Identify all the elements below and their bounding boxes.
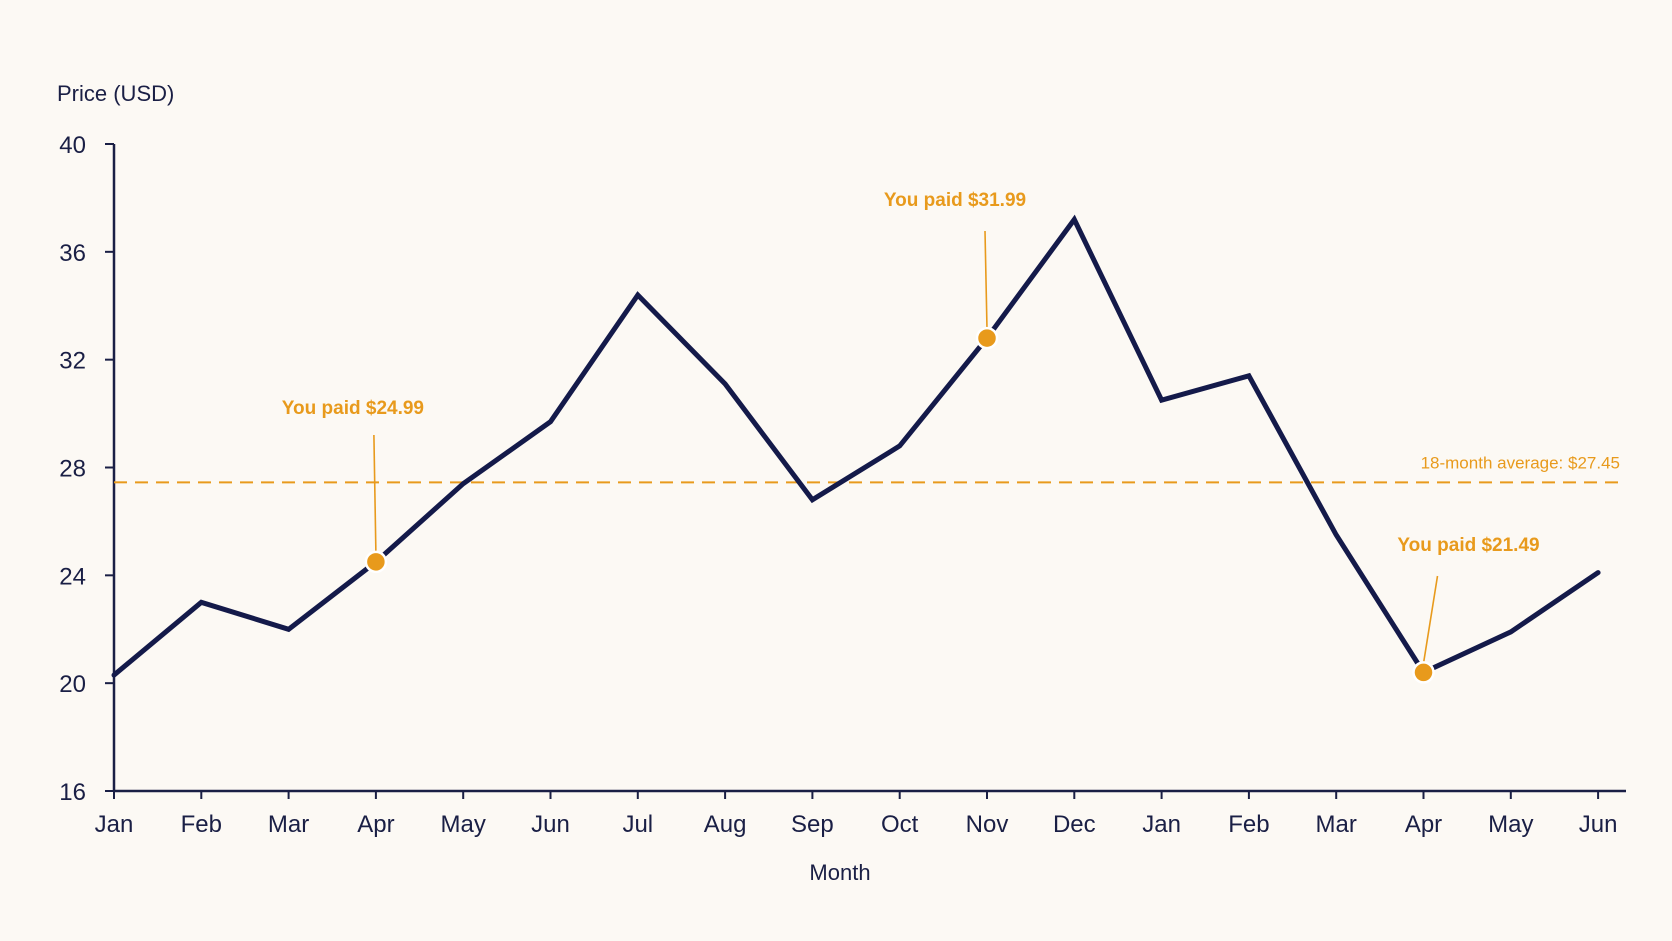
x-axis-label: Month — [809, 860, 870, 885]
axes: 16 20 24 28 32 36 40 Jan Feb Mar Apr May Jun Jul Aug Se… — [59, 132, 1626, 838]
annotation-label: You paid $21.49 — [1397, 535, 1539, 556]
x-tick-label: May — [1488, 811, 1533, 838]
annotation-leader — [373, 434, 377, 553]
paid-annotations: You paid $24.99 You paid $31.99 You paid $… — [282, 190, 1540, 684]
y-tick-label: 36 — [59, 240, 86, 267]
y-tick-label: 24 — [59, 563, 86, 590]
x-tick-label: Nov — [966, 811, 1009, 838]
x-tick-label: Jul — [622, 811, 653, 838]
x-tick-label: Jun — [531, 811, 570, 838]
annotation-label: You paid $24.99 — [282, 398, 424, 419]
annotation-label: You paid $31.99 — [884, 190, 1026, 211]
y-tick-label: 16 — [59, 779, 86, 806]
x-tick-label: Feb — [1228, 811, 1269, 838]
y-axis-label: Price (USD) — [57, 81, 174, 106]
average-label: 18-month average: $27.45 — [1421, 453, 1620, 472]
x-tick-label: Oct — [881, 811, 919, 838]
annotation-leader — [984, 230, 988, 330]
x-tick-label: Feb — [181, 811, 222, 838]
annotation-leader — [1422, 575, 1439, 664]
x-tick-label: Jun — [1579, 811, 1618, 838]
x-tick-label: Jan — [95, 811, 134, 838]
purchase-point — [975, 326, 999, 350]
price-series — [111, 214, 1601, 678]
y-tick-label: 20 — [59, 671, 86, 698]
x-tick-label: Mar — [1316, 811, 1357, 838]
y-tick-label: 40 — [59, 132, 86, 159]
x-tick-label: Sep — [791, 811, 834, 838]
price-line — [111, 214, 1601, 678]
y-tick-label: 28 — [59, 456, 86, 483]
purchase-point — [364, 550, 388, 574]
x-tick-label: Apr — [357, 811, 394, 838]
y-tick-label: 32 — [59, 348, 86, 375]
x-tick-label: Dec — [1053, 811, 1096, 838]
x-tick-label: Apr — [1405, 811, 1442, 838]
x-tick-label: Mar — [268, 811, 309, 838]
x-tick-label: Jan — [1142, 811, 1181, 838]
x-tick-label: Aug — [704, 811, 747, 838]
average-reference: 18-month average: $27.45 — [114, 453, 1626, 484]
purchase-point — [1412, 661, 1435, 684]
x-tick-label: May — [441, 811, 486, 838]
